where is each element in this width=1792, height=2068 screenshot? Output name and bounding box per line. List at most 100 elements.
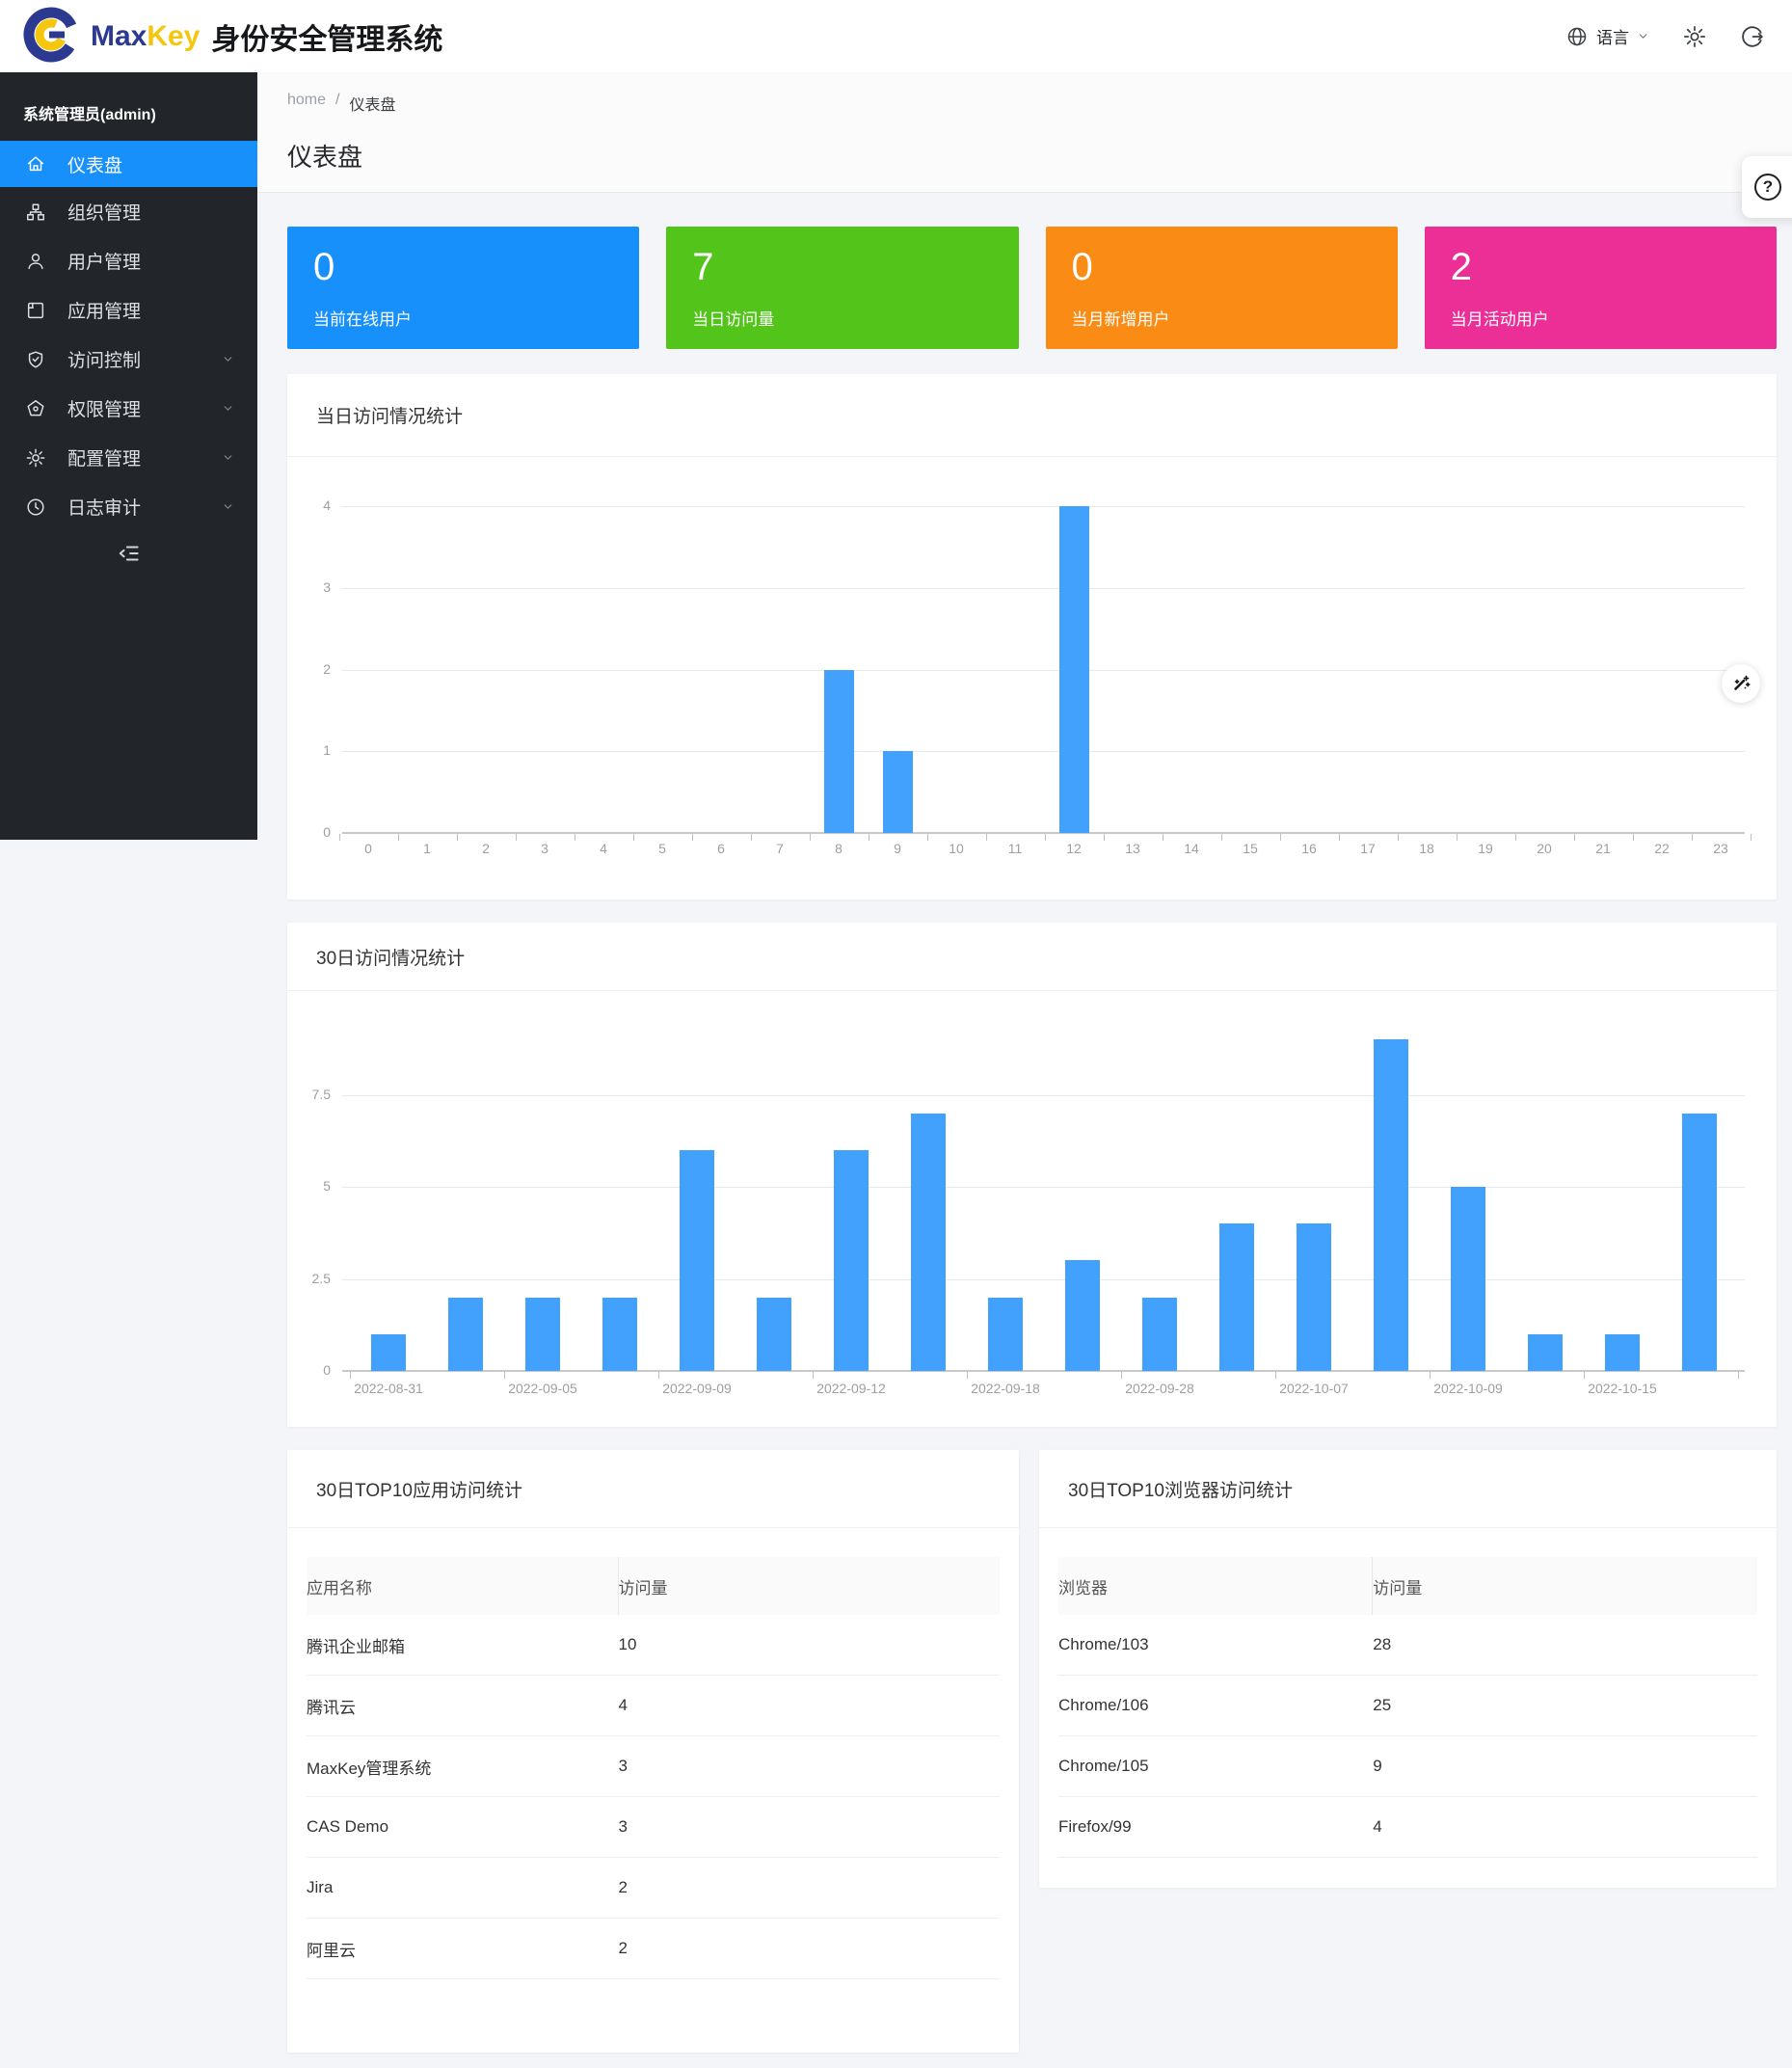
sidebar-item-audit-log[interactable]: 日志审计 [0, 482, 257, 531]
x-axis-label: 2022-10-15 [1588, 1381, 1657, 1396]
gridline [342, 1370, 1745, 1372]
x-axis-label: 22 [1654, 841, 1670, 856]
x-axis-tick [1044, 834, 1046, 841]
x-axis-label: 2022-09-28 [1125, 1381, 1194, 1396]
bar-2022-09-09 [680, 1149, 714, 1371]
permissions-icon [25, 398, 46, 419]
x-axis-tick [1220, 834, 1222, 841]
x-axis-label: 2 [482, 841, 490, 856]
x-axis-tick [1397, 834, 1399, 841]
bar-index-5 [757, 1297, 791, 1371]
x-axis-label: 12 [1066, 841, 1082, 856]
stat-label: 当月活动用户 [1450, 310, 1549, 329]
page-title: 仪表盘 [287, 143, 363, 172]
table: 应用名称 访问量 腾讯企业邮箱 10 腾讯云 4 MaxKey管理系统 3 CAS Demo 3 J… [307, 1557, 1000, 1979]
table-card-top10-browsers: 30日TOP10浏览器访问统计 浏览器 访问量 Chrome/103 28 Chrome/… [1039, 1450, 1777, 1888]
chevron-down-icon [222, 500, 234, 513]
y-axis-label: 4 [323, 497, 331, 514]
x-axis-tick [1121, 1372, 1122, 1379]
sidebar-item-organization[interactable]: 组织管理 [0, 187, 257, 236]
settings-gear-icon[interactable] [1682, 24, 1707, 49]
cell-name: Chrome/106 [1058, 1696, 1149, 1714]
bar-index-13 [1374, 1039, 1408, 1371]
gridline [342, 832, 1745, 834]
logout-icon[interactable] [1740, 24, 1765, 49]
table-row: Chrome/106 25 [1058, 1676, 1757, 1736]
x-axis-tick [1279, 834, 1281, 841]
language-menu[interactable]: 语言 [1565, 24, 1649, 48]
cell-visits: 28 [1373, 1635, 1392, 1653]
sidebar-item-label: 日志审计 [67, 498, 142, 519]
breadcrumb: home / 仪表盘 [257, 72, 1792, 115]
brand-title: Max Key 身份安全管理系统 [91, 0, 442, 72]
sidebar-item-label: 组织管理 [67, 203, 142, 224]
x-axis-label: 17 [1360, 841, 1376, 856]
chevron-down-icon [222, 451, 234, 464]
collapse-sidebar-button[interactable] [0, 541, 257, 566]
bar-index-17 [1682, 1113, 1717, 1371]
sidebar-item-dashboard[interactable]: 仪表盘 [0, 141, 257, 187]
x-axis-tick [1632, 834, 1634, 841]
y-axis-label: 1 [323, 742, 331, 759]
access-control-icon [25, 349, 46, 370]
x-axis-label: 18 [1419, 841, 1434, 856]
table-header-row: 应用名称 访问量 [307, 1557, 1000, 1615]
cell-name: Chrome/103 [1058, 1635, 1149, 1653]
cell-visits: 4 [618, 1696, 629, 1714]
content-header: home / 仪表盘 仪表盘 [257, 72, 1792, 193]
magic-wand-button[interactable] [1722, 664, 1760, 703]
sidebar-item-users[interactable]: 用户管理 [0, 236, 257, 285]
x-axis-tick [1738, 1372, 1739, 1379]
y-axis-label: 0 [323, 824, 331, 840]
gridline [342, 506, 1745, 508]
chart-card-today-visits: 当日访问情况统计 0 1 2 3 4 0 1 2 3 4 5 6 7 8 9 10 11 12 13 14 15 16 17 1… [287, 374, 1777, 900]
breadcrumb-current: 仪表盘 [349, 97, 396, 114]
bar-index-9 [1065, 1260, 1100, 1371]
cell-name: 阿里云 [307, 1941, 356, 1960]
sidebar-item-access-control[interactable]: 访问控制 [0, 335, 257, 384]
globe-icon [1565, 25, 1589, 48]
y-axis-label: 7.5 [311, 1086, 331, 1102]
cell-visits: 3 [618, 1757, 629, 1775]
x-axis-tick [1691, 834, 1693, 841]
table: 浏览器 访问量 Chrome/103 28 Chrome/106 25 Chrome/105… [1058, 1557, 1757, 1858]
sidebar-item-permissions[interactable]: 权限管理 [0, 384, 257, 433]
help-panel[interactable]: ? [1742, 156, 1792, 218]
table-row: 阿里云 2 [307, 1919, 1000, 1979]
bar-12 [1058, 506, 1089, 833]
gridline [342, 587, 1745, 589]
help-question-icon: ? [1754, 174, 1781, 201]
breadcrumb-separator: / [335, 92, 340, 108]
x-axis-label: 21 [1595, 841, 1611, 856]
breadcrumb-home-link[interactable]: home [287, 92, 327, 108]
y-axis-label: 2 [323, 660, 331, 677]
users-icon [25, 251, 46, 272]
table-row: Chrome/105 9 [1058, 1736, 1757, 1797]
table-row: 腾讯云 4 [307, 1676, 1000, 1736]
bar-2022-09-18 [988, 1297, 1023, 1371]
cell-name: Jira [307, 1878, 334, 1896]
sidebar-item-applications[interactable]: 应用管理 [0, 285, 257, 335]
sidebar-item-label: 仪表盘 [67, 155, 123, 176]
column-header-name: 浏览器 [1058, 1578, 1108, 1598]
table-row: 腾讯企业邮箱 10 [307, 1615, 1000, 1676]
column-header-visits: 访问量 [617, 1557, 1000, 1615]
cell-visits: 2 [618, 1939, 629, 1957]
x-axis-label: 15 [1243, 841, 1258, 856]
x-axis-label: 20 [1537, 841, 1552, 856]
x-axis-tick [338, 834, 340, 841]
x-axis-tick [967, 1372, 968, 1379]
x-axis-label: 8 [835, 841, 843, 856]
configuration-icon [25, 447, 46, 469]
main-content: 0 当前在线用户 7 当日访问量 0 当月新增用户 2 当月活动用户 当日访问情况统计 0 1 2 3… [287, 193, 1777, 2053]
x-axis-label: 13 [1125, 841, 1140, 856]
table-row: MaxKey管理系统 3 [307, 1736, 1000, 1797]
bar-index-11 [1219, 1223, 1254, 1371]
sidebar-item-configuration[interactable]: 配置管理 [0, 433, 257, 482]
x-axis-label: 3 [541, 841, 548, 856]
x-axis-label: 2022-08-31 [354, 1381, 423, 1396]
y-axis-label: 5 [323, 1178, 331, 1194]
x-axis-label: 5 [658, 841, 666, 856]
bar-2022-10-07 [1297, 1223, 1331, 1371]
stat-cards-row: 0 当前在线用户 7 当日访问量 0 当月新增用户 2 当月活动用户 [287, 227, 1777, 349]
